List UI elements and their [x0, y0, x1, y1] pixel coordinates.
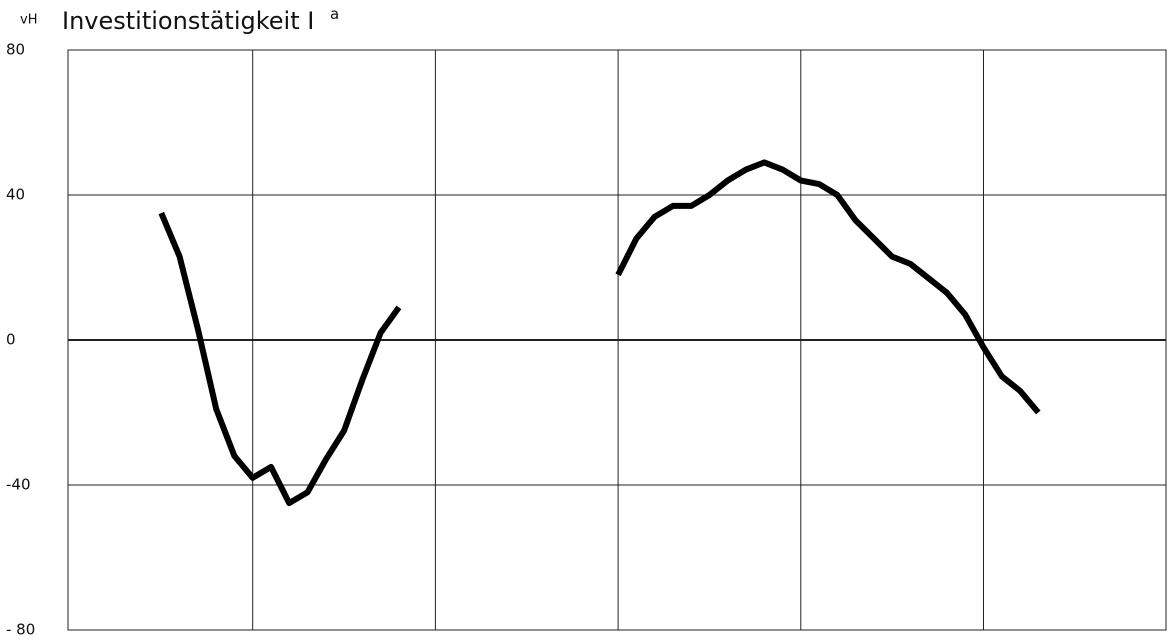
data-line [158, 159, 1041, 507]
plot-frame [67, 49, 1167, 631]
y-tick-label: 0 [6, 331, 16, 349]
y-tick-label: -40 [6, 476, 31, 494]
y-tick-label: 80 [6, 41, 25, 59]
y-tick-label: - 80 [6, 621, 35, 639]
title-superscript: a [330, 5, 339, 23]
title-text: Investitionstätigkeit I [62, 7, 314, 35]
chart-title: Investitionstätigkeit I a [62, 5, 339, 36]
y-axis-label: vH [20, 13, 37, 28]
y-tick-label: 40 [6, 186, 25, 204]
